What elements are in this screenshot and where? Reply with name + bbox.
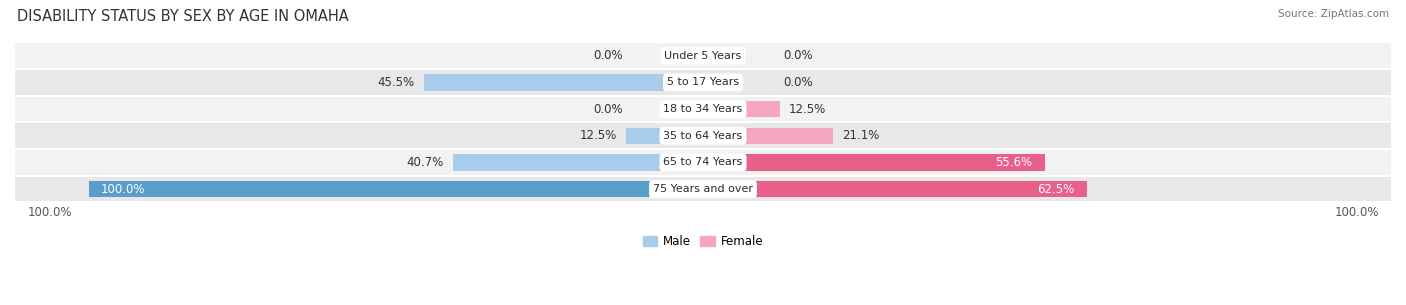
Text: 100.0%: 100.0% bbox=[27, 206, 72, 220]
Text: 18 to 34 Years: 18 to 34 Years bbox=[664, 104, 742, 114]
Bar bbox=[703, 127, 832, 144]
Bar bbox=[453, 154, 703, 171]
Legend: Male, Female: Male, Female bbox=[643, 235, 763, 248]
Text: DISABILITY STATUS BY SEX BY AGE IN OMAHA: DISABILITY STATUS BY SEX BY AGE IN OMAHA bbox=[17, 9, 349, 24]
Text: 35 to 64 Years: 35 to 64 Years bbox=[664, 131, 742, 141]
Text: 100.0%: 100.0% bbox=[1334, 206, 1379, 220]
Text: Under 5 Years: Under 5 Years bbox=[665, 51, 741, 61]
Text: 0.0%: 0.0% bbox=[783, 76, 813, 89]
FancyBboxPatch shape bbox=[15, 149, 1391, 176]
Text: 12.5%: 12.5% bbox=[789, 102, 827, 116]
Text: 65 to 74 Years: 65 to 74 Years bbox=[664, 157, 742, 167]
FancyBboxPatch shape bbox=[15, 69, 1391, 96]
FancyBboxPatch shape bbox=[15, 96, 1391, 122]
Text: 0.0%: 0.0% bbox=[593, 49, 623, 62]
FancyBboxPatch shape bbox=[15, 176, 1391, 203]
Bar bbox=[703, 181, 1087, 197]
Text: 40.7%: 40.7% bbox=[406, 156, 444, 169]
Bar bbox=[703, 101, 780, 117]
Bar bbox=[89, 181, 703, 197]
Text: 55.6%: 55.6% bbox=[995, 156, 1032, 169]
Text: 62.5%: 62.5% bbox=[1038, 183, 1074, 196]
Text: Source: ZipAtlas.com: Source: ZipAtlas.com bbox=[1278, 9, 1389, 19]
FancyBboxPatch shape bbox=[15, 42, 1391, 69]
Bar bbox=[423, 74, 703, 91]
Text: 5 to 17 Years: 5 to 17 Years bbox=[666, 77, 740, 88]
Bar bbox=[703, 154, 1045, 171]
FancyBboxPatch shape bbox=[15, 122, 1391, 149]
Text: 21.1%: 21.1% bbox=[842, 129, 879, 142]
Text: 0.0%: 0.0% bbox=[783, 49, 813, 62]
Bar bbox=[626, 127, 703, 144]
Text: 0.0%: 0.0% bbox=[593, 102, 623, 116]
Text: 45.5%: 45.5% bbox=[377, 76, 415, 89]
Text: 100.0%: 100.0% bbox=[101, 183, 145, 196]
Text: 12.5%: 12.5% bbox=[579, 129, 617, 142]
Text: 75 Years and over: 75 Years and over bbox=[652, 184, 754, 194]
